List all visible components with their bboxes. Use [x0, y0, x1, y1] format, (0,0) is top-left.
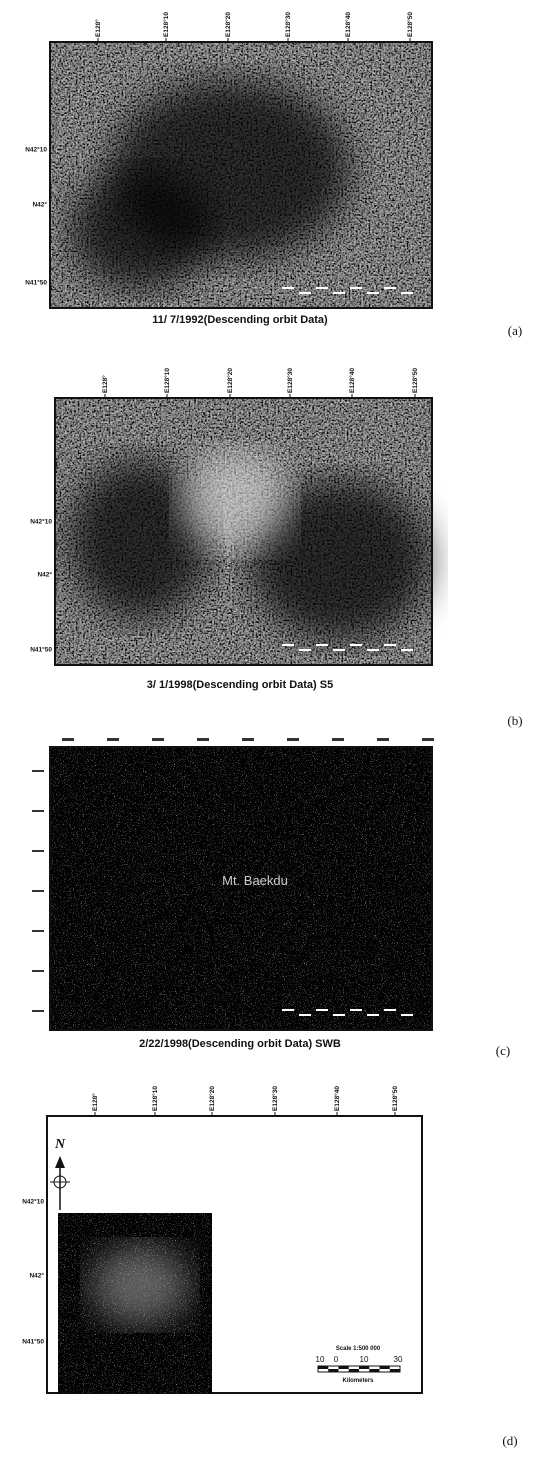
top-tick-label: E128°40 — [333, 1086, 341, 1111]
top-tick-label: E128° — [91, 1093, 99, 1111]
left-tick-label: N41°50 — [22, 1338, 44, 1346]
tick-mark — [32, 930, 44, 932]
tick-mark — [32, 770, 44, 772]
highlight — [90, 1245, 190, 1325]
left-tick-label: N41°50 — [25, 279, 47, 287]
scale-seg — [389, 1369, 400, 1372]
left-tick-label: N42°10 — [25, 146, 47, 154]
tick-mark — [377, 738, 389, 741]
top-tick-label: E128°30 — [286, 368, 294, 393]
scale-tick: 10 — [360, 1355, 369, 1364]
dark-region — [70, 460, 210, 620]
scale-seg — [338, 1366, 349, 1369]
scale-tick: 30 — [394, 1355, 403, 1364]
top-tick-label: E128°20 — [208, 1086, 216, 1111]
tick-mark — [32, 970, 44, 972]
scale-unit: Kilometers — [342, 1378, 374, 1384]
tick-mark — [32, 1010, 44, 1012]
tick-mark — [107, 738, 119, 741]
panel: 2/22/1998(Descending orbit Data) SWB Mt. … — [32, 738, 510, 1058]
left-tick-label: N42° — [32, 201, 47, 209]
tick-mark — [32, 810, 44, 812]
caption: 2/22/1998(Descending orbit Data) SWB — [139, 1038, 341, 1050]
top-tick-label: E128°30 — [271, 1086, 279, 1111]
top-tick-label: E128°20 — [226, 368, 234, 393]
scale-seg — [328, 1369, 339, 1372]
scale-seg — [318, 1366, 329, 1369]
scale-tick: 0 — [334, 1355, 339, 1364]
top-tick-label: E128°40 — [344, 12, 352, 37]
scale-seg — [369, 1369, 380, 1372]
scale-tick: 10 — [316, 1355, 325, 1364]
panel: E128° E128°10 E128°20 E128°30 E128°40 E128°50… — [22, 1086, 517, 1448]
left-tick-label: N41°50 — [30, 646, 52, 654]
panels: E128° E128°10 E128°20 E128°30 E128°40 E128°50… — [22, 12, 522, 1448]
top-tick-label: E128°20 — [224, 12, 232, 37]
dark-region — [70, 170, 210, 290]
caption: 11/ 7/1992(Descending orbit Data) — [152, 314, 328, 326]
tick-mark — [152, 738, 164, 741]
left-tick-label: N42°10 — [30, 518, 52, 526]
panel: E128° E128°10 E128°20 E128°30 E128°40 E128°50… — [30, 368, 522, 728]
scale-seg — [379, 1366, 390, 1369]
map-border — [49, 41, 433, 309]
tick-mark — [62, 738, 74, 741]
panel-label: (a) — [508, 323, 522, 338]
light-region — [180, 450, 290, 550]
scale-seg — [359, 1366, 370, 1369]
top-tick-label: E128° — [101, 375, 109, 393]
panel-label: (c) — [496, 1043, 510, 1058]
map-border — [49, 746, 433, 1031]
arrow-head — [55, 1156, 65, 1168]
left-tick-label: N42°10 — [22, 1198, 44, 1206]
top-tick-label: E128°50 — [411, 368, 419, 393]
north-label: N — [54, 1137, 66, 1152]
tick-mark — [32, 850, 44, 852]
top-tick-label: E128° — [94, 19, 102, 37]
panel-label: (d) — [502, 1433, 517, 1448]
panel: E128° E128°10 E128°20 E128°30 E128°40 E128°50… — [25, 12, 522, 338]
scale-title: Scale 1:500 000 — [336, 1346, 381, 1352]
top-tick-label: E128°50 — [406, 12, 414, 37]
tick-mark — [197, 738, 209, 741]
top-tick-label: E128°30 — [284, 12, 292, 37]
tick-mark — [242, 738, 254, 741]
top-tick-label: E128°10 — [151, 1086, 159, 1111]
map-border — [54, 397, 433, 666]
dark-region — [250, 480, 430, 640]
map-image — [50, 747, 432, 1030]
annotation: Mt. Baekdu — [222, 873, 288, 888]
tick-mark — [422, 738, 434, 741]
tick-mark — [32, 890, 44, 892]
top-tick-label: E128°50 — [391, 1086, 399, 1111]
top-tick-label: E128°10 — [163, 368, 171, 393]
left-tick-label: N42° — [37, 571, 52, 579]
top-tick-label: E128°40 — [348, 368, 356, 393]
panel-label: (b) — [507, 713, 522, 728]
tick-mark — [332, 738, 344, 741]
tick-mark — [287, 738, 299, 741]
caption: 3/ 1/1998(Descending orbit Data) S5 — [147, 679, 333, 691]
scale-seg — [348, 1369, 359, 1372]
top-tick-label: E128°10 — [162, 12, 170, 37]
left-tick-label: N42° — [29, 1272, 44, 1280]
